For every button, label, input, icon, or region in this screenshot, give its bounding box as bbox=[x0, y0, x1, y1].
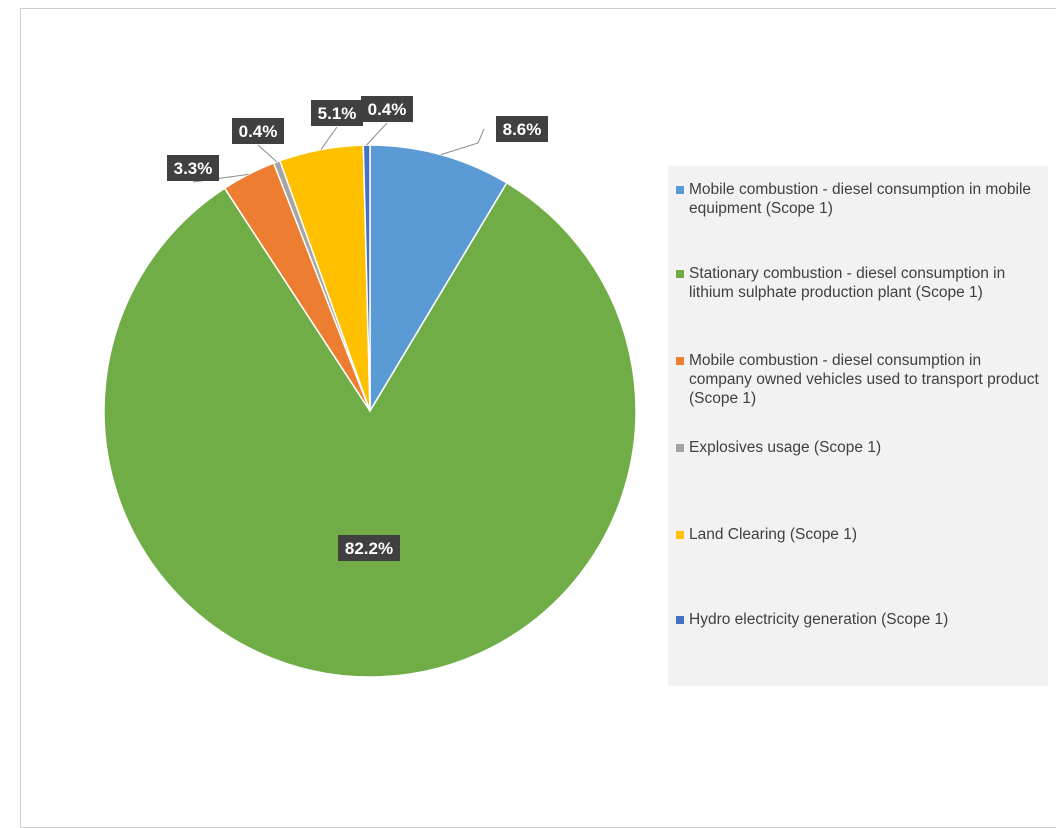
data-label-4: 5.1% bbox=[318, 104, 357, 123]
data-label-5: 0.4% bbox=[368, 100, 407, 119]
legend-label: Hydro electricity generation (Scope 1) bbox=[689, 611, 949, 628]
legend-item-explosives: Explosives usage (Scope 1) bbox=[676, 438, 1048, 457]
legend-label: Explosives usage (Scope 1) bbox=[689, 439, 882, 456]
data-label-box-2 bbox=[167, 155, 219, 181]
leader-line-3 bbox=[257, 144, 278, 163]
legend-label: Land Clearing (Scope 1) bbox=[689, 526, 858, 543]
legend-item-stationary-combustion: Stationary combustion - diesel consumpti… bbox=[676, 264, 1048, 302]
legend-item-land-clearing: Land Clearing (Scope 1) bbox=[676, 525, 1048, 544]
data-label-0: 8.6% bbox=[503, 120, 542, 139]
pie-chart: 8.6% 82.2% 3.3% 0.4% 5.1% 0.4% bbox=[103, 96, 637, 678]
leader-line-0 bbox=[440, 128, 485, 156]
leader-line-5 bbox=[366, 122, 388, 146]
data-label-box-1 bbox=[338, 535, 400, 561]
legend-item-hydro: Hydro electricity generation (Scope 1) bbox=[676, 610, 1048, 629]
leader-line-4 bbox=[320, 126, 338, 150]
pie-slice-5 bbox=[362, 144, 371, 412]
legend-swatch-blue bbox=[676, 186, 684, 194]
data-label-3: 0.4% bbox=[239, 122, 278, 141]
legend-item-company-vehicles: Mobile combustion - diesel consumption i… bbox=[676, 351, 1048, 408]
data-label-2: 3.3% bbox=[174, 159, 213, 178]
legend-label: Stationary combustion - diesel consumpti… bbox=[689, 265, 1006, 301]
data-label-box-3 bbox=[232, 118, 284, 144]
legend-swatch-orange bbox=[676, 357, 684, 365]
pie-slice-1 bbox=[103, 181, 637, 678]
legend-swatch-green bbox=[676, 270, 684, 278]
pie-slice-0 bbox=[369, 144, 508, 414]
legend-item-mobile-equipment: Mobile combustion - diesel consumption i… bbox=[676, 180, 1048, 218]
data-label-box-4 bbox=[311, 100, 363, 126]
data-label-1: 82.2% bbox=[345, 539, 393, 558]
data-label-box-0 bbox=[496, 116, 548, 142]
legend-swatch-gray bbox=[676, 444, 684, 452]
legend-label: Mobile combustion - diesel consumption i… bbox=[689, 352, 1039, 407]
legend-swatch-yellow bbox=[676, 531, 684, 539]
pie-slices bbox=[103, 144, 637, 678]
data-label-box-5 bbox=[361, 96, 413, 122]
legend-swatch-dark-blue bbox=[676, 616, 684, 624]
chart-legend: Mobile combustion - diesel consumption i… bbox=[668, 166, 1048, 686]
legend-label: Mobile combustion - diesel consumption i… bbox=[689, 181, 1032, 217]
